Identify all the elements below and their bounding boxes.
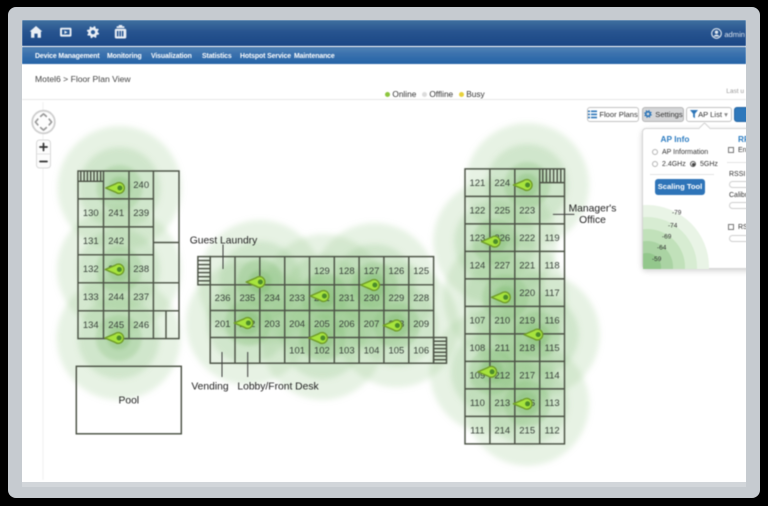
svg-text:-59: -59 <box>652 256 662 263</box>
svg-text:106: 106 <box>413 346 429 357</box>
svg-text:242: 242 <box>108 236 124 247</box>
svg-text:123: 123 <box>469 233 485 244</box>
svg-text:101: 101 <box>289 346 305 357</box>
svg-text:129: 129 <box>314 266 330 277</box>
svg-text:122: 122 <box>469 205 485 216</box>
svg-text:219: 219 <box>519 315 535 326</box>
svg-text:204: 204 <box>289 319 305 330</box>
svg-text:223: 223 <box>519 205 535 216</box>
svg-text:128: 128 <box>339 266 355 277</box>
svg-text:237: 237 <box>133 292 149 303</box>
svg-text:212: 212 <box>494 370 510 381</box>
svg-text:125: 125 <box>413 266 429 277</box>
svg-text:214: 214 <box>494 425 510 436</box>
svg-text:121: 121 <box>469 178 485 189</box>
svg-text:Lobby/Front Desk: Lobby/Front Desk <box>237 382 319 393</box>
svg-text:235: 235 <box>239 293 255 304</box>
svg-text:134: 134 <box>83 320 99 331</box>
svg-text:130: 130 <box>83 208 99 219</box>
svg-text:107: 107 <box>469 315 485 326</box>
svg-text:104: 104 <box>364 346 380 357</box>
svg-text:225: 225 <box>494 205 510 216</box>
svg-text:222: 222 <box>519 233 535 244</box>
svg-text:244: 244 <box>108 292 124 303</box>
svg-text:118: 118 <box>545 260 560 271</box>
svg-text:133: 133 <box>83 292 99 303</box>
svg-text:201: 201 <box>215 319 231 330</box>
svg-text:110: 110 <box>470 398 485 409</box>
svg-text:213: 213 <box>494 398 510 409</box>
svg-text:Office: Office <box>579 215 606 226</box>
svg-text:-64: -64 <box>657 245 667 252</box>
svg-text:236: 236 <box>215 293 231 304</box>
svg-text:218: 218 <box>519 343 535 354</box>
svg-text:220: 220 <box>519 288 535 299</box>
svg-text:226: 226 <box>494 233 510 244</box>
svg-text:-79: -79 <box>672 210 682 217</box>
svg-text:Guest Laundry: Guest Laundry <box>190 236 258 247</box>
svg-text:Pool: Pool <box>118 396 139 407</box>
svg-text:117: 117 <box>545 288 560 299</box>
svg-text:211: 211 <box>495 343 510 354</box>
svg-text:112: 112 <box>545 425 560 436</box>
svg-text:210: 210 <box>494 315 510 326</box>
svg-text:-74: -74 <box>668 223 678 230</box>
svg-text:230: 230 <box>364 293 380 304</box>
svg-text:131: 131 <box>83 236 99 247</box>
svg-text:245: 245 <box>108 320 124 331</box>
svg-text:Manager's: Manager's <box>569 204 617 215</box>
svg-text:116: 116 <box>545 315 560 326</box>
svg-text:246: 246 <box>133 320 149 331</box>
svg-text:203: 203 <box>264 319 280 330</box>
svg-text:234: 234 <box>264 293 280 304</box>
svg-text:231: 231 <box>339 293 355 304</box>
svg-text:238: 238 <box>133 264 149 275</box>
svg-text:217: 217 <box>519 370 535 381</box>
svg-text:221: 221 <box>519 260 535 271</box>
svg-text:239: 239 <box>133 208 149 219</box>
svg-text:228: 228 <box>413 293 429 304</box>
svg-text:124: 124 <box>469 260 485 271</box>
svg-text:209: 209 <box>413 319 429 330</box>
svg-text:103: 103 <box>339 346 355 357</box>
svg-text:109: 109 <box>469 370 485 381</box>
svg-text:111: 111 <box>470 425 484 436</box>
svg-text:-69: -69 <box>662 234 672 241</box>
svg-text:Vending: Vending <box>191 382 228 393</box>
svg-text:127: 127 <box>364 266 380 277</box>
svg-text:113: 113 <box>545 398 560 409</box>
svg-text:241: 241 <box>108 208 124 219</box>
svg-text:105: 105 <box>388 346 404 357</box>
svg-text:126: 126 <box>388 266 404 277</box>
svg-text:229: 229 <box>388 293 404 304</box>
svg-text:102: 102 <box>314 346 330 357</box>
svg-text:108: 108 <box>469 343 485 354</box>
svg-text:233: 233 <box>289 293 305 304</box>
svg-text:119: 119 <box>545 233 560 244</box>
svg-text:205: 205 <box>314 319 330 330</box>
svg-text:224: 224 <box>494 178 510 189</box>
svg-text:207: 207 <box>364 319 380 330</box>
svg-text:215: 215 <box>519 425 535 436</box>
svg-text:206: 206 <box>339 319 355 330</box>
svg-text:115: 115 <box>545 343 560 354</box>
svg-text:114: 114 <box>545 370 560 381</box>
svg-text:227: 227 <box>494 260 510 271</box>
svg-text:240: 240 <box>133 180 149 191</box>
svg-text:132: 132 <box>83 264 99 275</box>
